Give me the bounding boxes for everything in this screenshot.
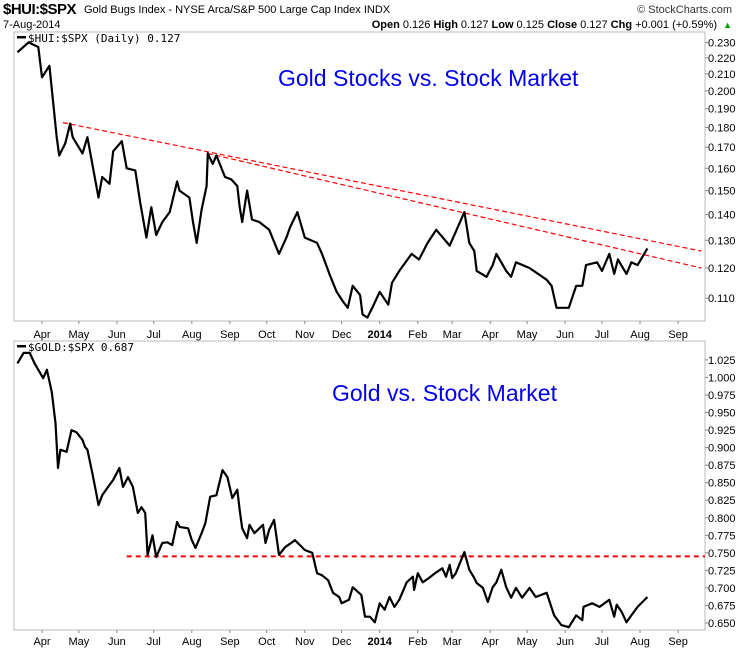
y-tick-label: 0.170 [708,142,736,154]
y-tick-label: 0.950 [708,408,736,420]
y-tick-label: 0.650 [708,618,736,630]
y-tick-label: 1.025 [708,355,736,367]
x-tick-label: Jul [595,636,609,648]
x-tick-label: Sep [220,636,240,648]
y-tick-label: 0.230 [708,37,736,49]
y-tick-label: 0.190 [708,104,736,116]
x-tick-label: Sep [220,329,240,341]
y-tick-label: 0.210 [708,69,736,81]
x-tick-label: Oct [258,636,275,648]
x-tick-label: May [517,636,538,648]
x-tick-label: May [68,329,89,341]
x-tick-label: Mar [443,329,462,341]
ohlc-readout: Open 0.126 High 0.127 Low 0.125 Close 0.127 … [372,19,732,31]
close-label: Close [547,19,578,31]
x-tick-label: Feb [408,636,427,648]
y-tick-label: 1.000 [708,372,736,384]
chg-value: +0.001 (+0.59%) [635,19,718,31]
low-label: Low [491,19,514,31]
high-value: 0.127 [460,19,489,31]
series-line [16,351,649,629]
up-triangle-icon: ▲ [723,20,732,30]
x-tick-label: Dec [332,636,352,648]
legend-label: $HUI:$SPX (Daily) 0.127 [28,32,180,45]
x-tick-label: Nov [295,329,315,341]
y-tick-label: 0.120 [708,263,736,275]
chg-label: Chg [610,19,633,31]
legend-label: $GOLD:$SPX 0.687 [28,341,134,354]
legend-swatch [17,36,26,39]
x-tick-label: Apr [33,329,50,341]
x-tick-label: Aug [182,329,202,341]
x-tick-label: Jun [556,636,574,648]
y-tick-label: 0.725 [708,565,736,577]
y-tick-label: 0.975 [708,390,736,402]
x-tick-label: Apr [482,636,499,648]
x-tick-label: Jun [556,329,574,341]
high-label: High [433,19,458,31]
low-value: 0.125 [516,19,545,31]
y-tick-label: 0.675 [708,600,736,612]
x-tick-label: Dec [332,329,352,341]
x-tick-label: 2014 [367,329,392,341]
y-tick-label: 0.825 [708,495,736,507]
x-tick-label: Aug [182,636,202,648]
stockcharts-logo: © StockCharts.com [637,4,732,16]
x-tick-label: Feb [408,329,427,341]
open-value: 0.126 [402,19,431,31]
y-tick-label: 0.130 [708,235,736,247]
x-tick-label: Jun [108,636,126,648]
x-tick-label: Mar [443,636,462,648]
y-tick-label: 0.200 [708,86,736,98]
x-tick-label: Sep [668,329,688,341]
x-tick-label: Sep [668,636,688,648]
x-tick-label: May [68,636,89,648]
chart-description: Gold Bugs Index - NYSE Arca/S&P 500 Larg… [84,4,391,16]
y-tick-label: 0.925 [708,425,736,437]
x-tick-label: Oct [258,329,275,341]
y-tick-label: 0.160 [708,163,736,175]
y-tick-label: 0.180 [708,122,736,134]
y-tick-label: 0.700 [708,583,736,595]
x-tick-label: Jun [108,329,126,341]
x-tick-label: Jul [147,636,161,648]
y-tick-label: 0.150 [708,186,736,198]
y-tick-label: 0.775 [708,530,736,542]
x-tick-label: Jul [595,329,609,341]
x-tick-label: Apr [482,329,499,341]
legend-swatch [17,345,26,348]
x-tick-label: Aug [630,329,650,341]
y-tick-label: 0.750 [708,548,736,560]
trendline [207,152,702,269]
close-value: 0.127 [580,19,608,31]
chart-date: 7-Aug-2014 [3,19,61,31]
x-tick-label: May [517,329,538,341]
y-tick-label: 0.800 [708,513,736,525]
chart-annotation: Gold vs. Stock Market [332,380,558,406]
y-tick-label: 0.140 [708,210,736,222]
open-label: Open [371,19,400,31]
panel-frame [13,31,706,322]
chart-symbol: $HUI:$SPX [3,1,77,18]
x-tick-label: Jul [147,329,161,341]
trendline [62,122,702,252]
y-tick-label: 0.900 [708,443,736,455]
panel-2: 1.025 1.000 0.975 0.950 0.925 0.900 0.875 0.850… [13,340,736,648]
y-tick-label: 0.220 [708,53,736,65]
panel-frame [13,340,706,631]
y-tick-label: 0.875 [708,460,736,472]
y-tick-label: 0.850 [708,478,736,490]
x-tick-label: Nov [295,636,315,648]
y-tick-label: 0.110 [708,293,735,305]
x-tick-label: Apr [33,636,50,648]
chart-annotation: Gold Stocks vs. Stock Market [278,65,579,91]
panel-1: 0.230 0.220 0.210 0.200 0.190 0.180 0.170 0.160… [13,31,736,341]
series-line [16,41,649,319]
x-tick-label: 2014 [367,636,392,648]
x-tick-label: Aug [630,636,650,648]
